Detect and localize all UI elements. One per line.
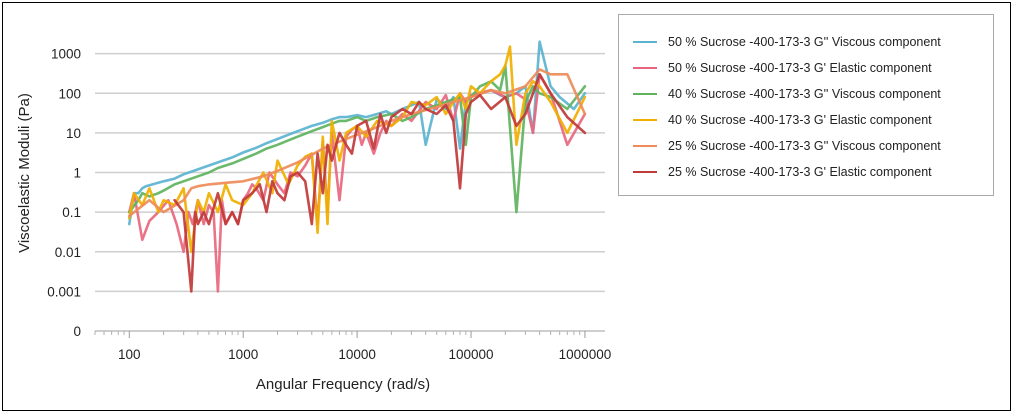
legend-item: 40 % Sucrose -400-173-3 G'' Viscous comp… xyxy=(633,84,941,104)
legend-label: 25 % Sucrose -400-173-3 G' Elastic compo… xyxy=(668,165,932,179)
legend-label: 25 % Sucrose -400-173-3 G'' Viscous comp… xyxy=(668,139,941,153)
y-axis-title: Viscoelastic Moduli (Pa) xyxy=(16,93,33,253)
x-tick-label: 10000 xyxy=(338,347,376,362)
legend-swatch xyxy=(633,171,657,173)
y-tick-label: 0.001 xyxy=(47,284,81,299)
y-tick-label: 0.1 xyxy=(62,205,81,220)
legend-item: 25 % Sucrose -400-173-3 G' Elastic compo… xyxy=(633,162,932,182)
series-line-6 xyxy=(173,73,587,293)
legend-swatch xyxy=(633,145,657,147)
axes: 0 0.001 0.01 0.1 1 10 100 1000 100 1000 10000 10000… xyxy=(47,47,611,362)
x-tick-label: 100000 xyxy=(448,347,493,362)
series-line-4 xyxy=(128,45,587,254)
y-tick-label: 0 xyxy=(73,324,81,339)
legend-item: 50 % Sucrose -400-173-3 G' Elastic compo… xyxy=(633,58,932,78)
x-tick-label: 1000000 xyxy=(559,347,612,362)
series-line-3 xyxy=(128,64,587,214)
x-tick-label: 100 xyxy=(118,347,141,362)
legend-item: 40 % Sucrose -400-173-3 G' Elastic compo… xyxy=(633,110,932,130)
legend-swatch xyxy=(633,93,657,95)
legend-label: 50 % Sucrose -400-173-3 G'' Viscous comp… xyxy=(668,35,941,49)
y-tick-label: 1000 xyxy=(51,47,81,62)
x-tick-label: 1000 xyxy=(228,347,258,362)
y-tick-label: 100 xyxy=(58,86,81,101)
legend-swatch xyxy=(633,41,657,43)
legend-label: 40 % Sucrose -400-173-3 G' Elastic compo… xyxy=(668,113,932,127)
series-line-2 xyxy=(128,73,587,293)
y-tick-label: 1 xyxy=(73,166,81,181)
legend-label: 50 % Sucrose -400-173-3 G' Elastic compo… xyxy=(668,61,932,75)
legend-item: 25 % Sucrose -400-173-3 G'' Viscous comp… xyxy=(633,136,941,156)
series-lines xyxy=(128,40,587,293)
y-tick-label: 10 xyxy=(66,126,81,141)
legend-item: 50 % Sucrose -400-173-3 G'' Viscous comp… xyxy=(633,32,941,52)
x-axis-title: Angular Frequency (rad/s) xyxy=(256,376,430,393)
legend-swatch xyxy=(633,119,657,121)
legend-swatch xyxy=(633,67,657,69)
series-line-5 xyxy=(128,68,587,218)
legend-label: 40 % Sucrose -400-173-3 G'' Viscous comp… xyxy=(668,87,941,101)
legend: 50 % Sucrose -400-173-3 G'' Viscous comp… xyxy=(618,14,994,196)
y-tick-label: 0.01 xyxy=(55,245,81,260)
